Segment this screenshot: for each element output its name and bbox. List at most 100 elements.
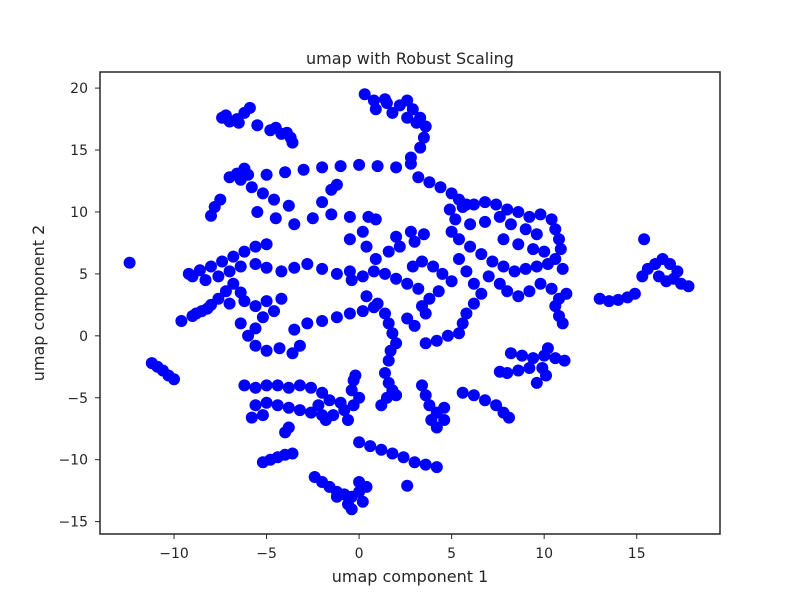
data-point bbox=[556, 317, 569, 330]
data-point bbox=[593, 292, 606, 305]
data-point bbox=[390, 161, 403, 174]
data-point bbox=[393, 240, 406, 253]
x-tick-label: −5 bbox=[256, 546, 277, 562]
data-point bbox=[369, 103, 382, 116]
data-point bbox=[401, 479, 414, 492]
data-point bbox=[497, 260, 510, 273]
data-point bbox=[343, 210, 356, 223]
data-point bbox=[334, 160, 347, 173]
data-point bbox=[219, 109, 232, 122]
data-point bbox=[260, 379, 273, 392]
data-point bbox=[280, 126, 293, 139]
data-point bbox=[456, 317, 469, 330]
data-point bbox=[493, 277, 506, 290]
data-point bbox=[260, 261, 273, 274]
data-point bbox=[416, 255, 428, 268]
data-point bbox=[410, 116, 423, 129]
data-point bbox=[530, 260, 543, 273]
data-point bbox=[379, 307, 391, 320]
data-point bbox=[312, 399, 325, 412]
data-point bbox=[260, 295, 273, 308]
data-point bbox=[503, 411, 515, 424]
data-point bbox=[232, 116, 245, 129]
data-point bbox=[419, 458, 432, 471]
data-point bbox=[382, 245, 395, 258]
data-point bbox=[305, 381, 317, 394]
data-point bbox=[275, 265, 288, 278]
data-point bbox=[256, 311, 269, 324]
data-point bbox=[260, 344, 273, 357]
data-point bbox=[660, 275, 673, 288]
data-point bbox=[268, 193, 280, 206]
data-point bbox=[223, 297, 236, 310]
data-point bbox=[438, 414, 451, 426]
data-point bbox=[216, 255, 229, 268]
data-point bbox=[168, 373, 180, 386]
data-point bbox=[479, 196, 491, 209]
data-point bbox=[334, 396, 347, 409]
data-point bbox=[523, 362, 536, 374]
data-point bbox=[356, 225, 369, 238]
data-point bbox=[369, 213, 382, 226]
data-point bbox=[423, 176, 436, 189]
data-point bbox=[282, 199, 295, 212]
data-point bbox=[419, 337, 432, 350]
data-point bbox=[353, 476, 366, 488]
data-point bbox=[397, 451, 410, 464]
data-point bbox=[379, 367, 391, 379]
data-point bbox=[325, 208, 338, 221]
data-point bbox=[305, 406, 317, 419]
data-point bbox=[560, 287, 573, 300]
y-tick-label: 5 bbox=[79, 267, 88, 283]
data-point bbox=[316, 315, 329, 327]
data-point bbox=[301, 258, 314, 270]
data-point bbox=[541, 342, 554, 355]
data-point bbox=[501, 203, 514, 216]
data-point bbox=[353, 158, 366, 171]
data-point bbox=[404, 151, 417, 164]
data-point bbox=[282, 401, 295, 414]
data-point bbox=[549, 352, 562, 365]
data-point bbox=[249, 300, 262, 313]
data-point bbox=[554, 243, 567, 256]
data-point bbox=[288, 261, 301, 274]
data-point bbox=[323, 394, 336, 407]
data-point bbox=[297, 163, 310, 176]
data-point bbox=[382, 317, 395, 330]
y-tick-label: −5 bbox=[67, 391, 88, 407]
data-point bbox=[301, 317, 314, 330]
data-point bbox=[516, 349, 528, 362]
data-point bbox=[330, 267, 343, 280]
data-point bbox=[316, 161, 329, 174]
data-point bbox=[234, 260, 247, 273]
y-tick-label: −10 bbox=[58, 453, 88, 469]
data-point bbox=[249, 258, 262, 270]
data-point bbox=[401, 312, 414, 325]
data-point bbox=[508, 265, 521, 278]
y-tick-label: −15 bbox=[58, 515, 88, 531]
data-point bbox=[479, 215, 491, 228]
data-point bbox=[523, 210, 536, 223]
data-point bbox=[427, 260, 440, 273]
data-point bbox=[349, 369, 362, 382]
data-point bbox=[279, 166, 292, 179]
data-point bbox=[390, 389, 403, 402]
data-point bbox=[245, 411, 258, 424]
data-point bbox=[512, 364, 525, 377]
data-point bbox=[343, 307, 356, 320]
x-tick-label: 15 bbox=[628, 546, 646, 562]
data-point bbox=[482, 270, 495, 283]
data-point bbox=[545, 282, 558, 295]
data-point bbox=[558, 354, 571, 367]
data-point bbox=[212, 270, 225, 283]
data-point bbox=[286, 447, 299, 460]
data-point bbox=[412, 171, 425, 184]
data-point bbox=[249, 381, 262, 394]
data-point bbox=[316, 386, 329, 399]
data-point bbox=[319, 414, 332, 426]
data-point bbox=[227, 250, 240, 263]
data-point bbox=[356, 270, 369, 283]
data-point bbox=[404, 225, 417, 238]
